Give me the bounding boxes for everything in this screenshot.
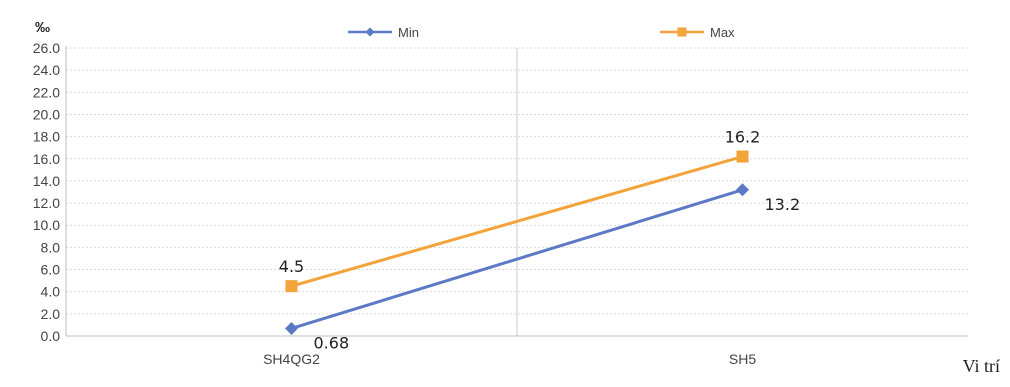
series-line bbox=[291, 155, 743, 288]
y-tick-label: 0.0 bbox=[41, 328, 61, 344]
y-unit-label: ‰ bbox=[35, 19, 50, 36]
legend-marker bbox=[677, 27, 687, 37]
y-tick-label: 4.0 bbox=[41, 284, 61, 300]
legend-entry-max: Max bbox=[660, 25, 735, 40]
y-tick-label: 24.0 bbox=[33, 62, 60, 78]
grid-lines bbox=[66, 47, 968, 336]
series: 0.68 13.2 4.5 16.2 bbox=[279, 128, 800, 353]
series-min: 0.68 13.2 bbox=[285, 183, 800, 352]
data-point bbox=[736, 183, 749, 197]
series-max: 4.5 16.2 bbox=[279, 128, 761, 293]
y-tick-label: 26.0 bbox=[33, 40, 60, 56]
y-tick-label: 18.0 bbox=[33, 129, 60, 145]
series-line bbox=[291, 188, 743, 330]
x-axis-label: Vi trí bbox=[963, 356, 1000, 376]
data-label: 13.2 bbox=[765, 195, 801, 214]
data-label: 16.2 bbox=[725, 128, 761, 147]
x-tick-label: SH5 bbox=[729, 351, 756, 367]
y-tick-label: 2.0 bbox=[41, 306, 61, 322]
legend: Min Max bbox=[348, 25, 735, 40]
axes: 0.0 2.0 4.0 6.0 8.0 10.0 12.0 14.0 16.0 18.0 20.0 2… bbox=[33, 40, 968, 367]
y-tick-label: 6.0 bbox=[41, 262, 61, 278]
y-tick-label: 12.0 bbox=[33, 195, 60, 211]
data-point bbox=[285, 321, 298, 335]
x-tick-label: SH4QG2 bbox=[263, 351, 320, 367]
y-tick-label: 10.0 bbox=[33, 217, 60, 233]
legend-marker bbox=[365, 27, 375, 37]
data-point bbox=[285, 280, 298, 293]
y-tick-label: 14.0 bbox=[33, 173, 60, 189]
data-point bbox=[736, 150, 749, 163]
legend-entry-min: Min bbox=[348, 25, 419, 40]
data-label: 4.5 bbox=[279, 257, 304, 276]
legend-label: Max bbox=[710, 25, 735, 40]
y-tick-label: 8.0 bbox=[41, 239, 61, 255]
data-label: 0.68 bbox=[314, 333, 350, 352]
y-tick-label: 22.0 bbox=[33, 84, 60, 100]
y-tick-label: 16.0 bbox=[33, 151, 60, 167]
y-tick-label: 20.0 bbox=[33, 106, 60, 122]
legend-label: Min bbox=[398, 25, 419, 40]
